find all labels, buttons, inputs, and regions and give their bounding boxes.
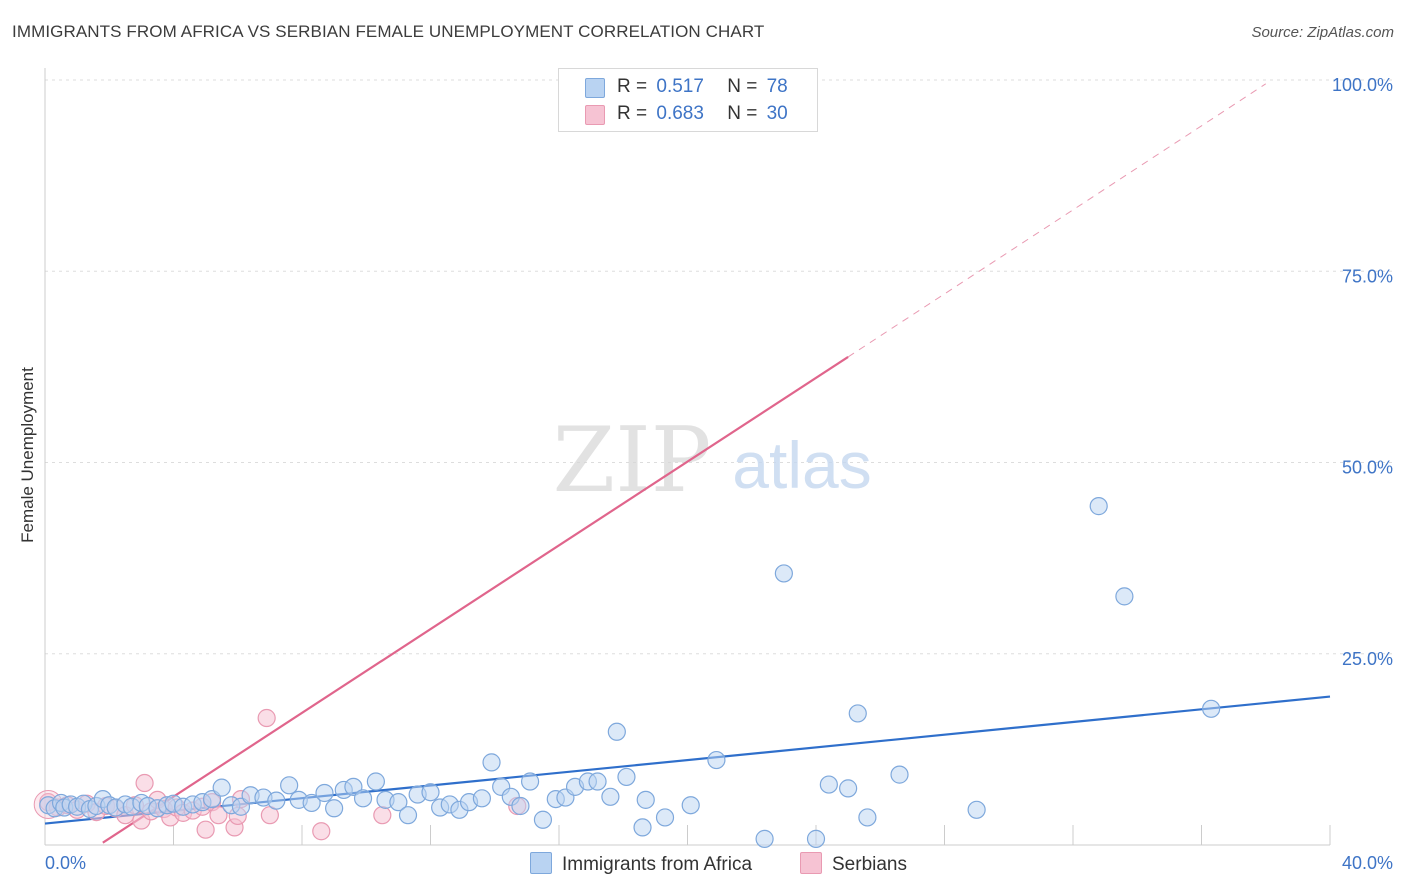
data-point-africa xyxy=(601,787,620,806)
legend-r-value: 0.517 xyxy=(656,76,704,97)
data-point-africa xyxy=(967,800,986,819)
data-point-africa xyxy=(819,775,838,794)
data-point-africa xyxy=(617,767,636,787)
source-label: Source: ZipAtlas.com xyxy=(1251,24,1394,41)
trend-line-serbians-extension xyxy=(847,83,1267,358)
data-point-africa xyxy=(890,765,909,784)
x-tick-label-max: 40.0% xyxy=(1342,853,1393,873)
legend-r-label: R = xyxy=(617,103,648,124)
data-point-serbians xyxy=(196,820,215,839)
legend-n-label: N = xyxy=(727,76,758,97)
x-tick-label-min: 0.0% xyxy=(45,853,86,873)
data-point-africa xyxy=(755,829,774,848)
data-point-africa xyxy=(533,810,553,829)
data-point-africa xyxy=(280,776,299,795)
data-point-africa xyxy=(353,789,373,808)
data-point-africa xyxy=(839,779,858,798)
data-point-africa xyxy=(636,790,655,809)
y-tick-label: 100.0% xyxy=(1332,75,1393,95)
legend-r-value: 0.683 xyxy=(656,103,704,124)
data-point-africa xyxy=(212,778,231,797)
data-point-serbians xyxy=(312,822,331,841)
data-point-africa xyxy=(681,796,700,815)
data-point-africa xyxy=(267,791,286,810)
y-tick-label: 25.0% xyxy=(1342,649,1393,669)
data-point-africa xyxy=(472,789,491,808)
legend-n-value: 78 xyxy=(766,76,788,97)
data-point-africa xyxy=(655,808,675,827)
bottom-legend-swatch-blue xyxy=(530,852,552,874)
trend-line-serbians xyxy=(102,356,849,844)
legend-swatch-blue xyxy=(585,78,605,98)
y-tick-label: 50.0% xyxy=(1342,458,1393,478)
data-point-serbians xyxy=(135,773,154,793)
legend-n-label: N = xyxy=(727,103,758,124)
data-point-africa xyxy=(421,783,440,802)
data-point-africa xyxy=(1089,497,1108,516)
bottom-legend-swatch-pink xyxy=(800,852,822,874)
bottom-legend-label-serbians: Serbians xyxy=(832,854,907,875)
legend-text-africa: R = 0.517 N = 78 xyxy=(617,76,788,98)
data-point-africa xyxy=(1115,587,1134,606)
data-point-africa xyxy=(588,772,607,791)
data-point-africa xyxy=(482,753,501,772)
legend-swatch-pink xyxy=(585,105,605,125)
bottom-legend-label-africa: Immigrants from Africa xyxy=(562,854,753,875)
data-point-africa xyxy=(325,799,344,818)
data-point-africa xyxy=(848,704,867,723)
data-point-africa xyxy=(806,829,826,848)
data-point-africa xyxy=(302,793,321,813)
chart-title: IMMIGRANTS FROM AFRICA VS SERBIAN FEMALE… xyxy=(12,22,765,41)
data-point-africa xyxy=(633,818,652,837)
y-axis-label: Female Unemployment xyxy=(18,367,37,543)
data-point-africa xyxy=(389,793,408,812)
legend-text-serbians: R = 0.683 N = 30 xyxy=(617,103,788,125)
data-point-africa xyxy=(774,564,793,583)
bottom-legend-africa: Immigrants from Africa xyxy=(530,852,752,876)
data-point-africa xyxy=(511,796,530,816)
legend-r-label: R = xyxy=(617,76,648,97)
data-point-serbians xyxy=(257,708,276,728)
y-tick-label: 75.0% xyxy=(1342,266,1393,286)
legend-n-value: 30 xyxy=(766,103,788,124)
watermark-atlas: atlas xyxy=(732,428,871,502)
data-point-africa xyxy=(398,806,418,825)
data-point-africa xyxy=(707,750,726,770)
data-point-serbians xyxy=(209,806,228,825)
bottom-legend-serbians: Serbians xyxy=(800,852,907,876)
data-point-africa xyxy=(315,783,334,803)
data-point-africa xyxy=(366,772,385,791)
data-point-africa xyxy=(520,772,540,791)
watermark-zip: ZIP xyxy=(553,408,712,513)
legend: R = 0.517 N = 78 R = 0.683 N = 30 xyxy=(558,68,818,132)
data-point-africa xyxy=(858,808,877,827)
data-point-serbians xyxy=(373,806,392,825)
data-point-africa xyxy=(607,722,626,741)
data-point-africa xyxy=(1202,699,1221,718)
